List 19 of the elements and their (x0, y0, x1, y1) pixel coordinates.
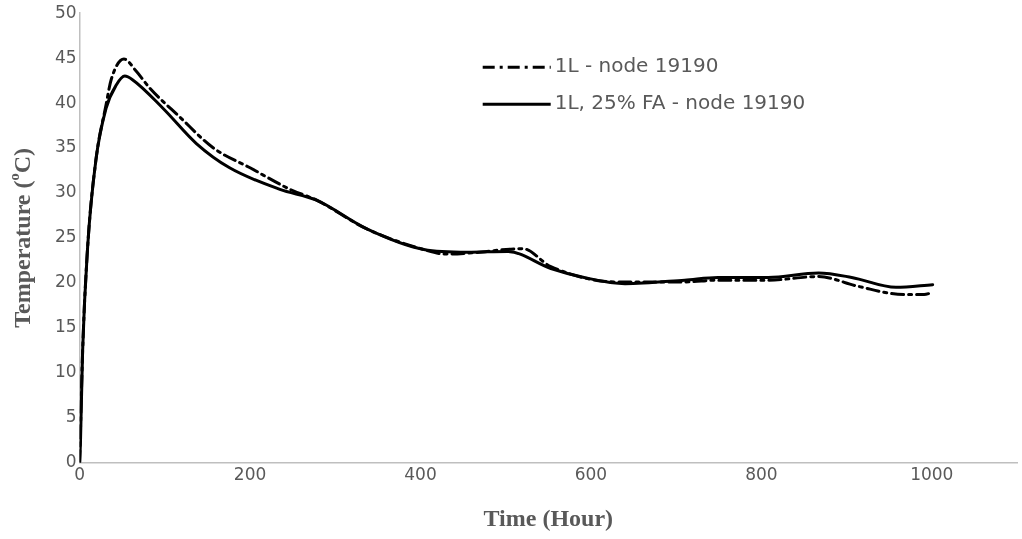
y-tick-label: 40 (54, 91, 77, 112)
y-tick-label: 45 (54, 46, 77, 67)
x-tick-label: 1000 (910, 464, 954, 485)
x-tick-label: 600 (574, 464, 608, 485)
y-tick-label: 15 (54, 316, 77, 337)
y-tick-label: 20 (54, 271, 77, 292)
legend-label: 1L - node 19190 (554, 53, 719, 78)
y-tick-label: 30 (54, 181, 77, 202)
x-tick-label: 800 (745, 464, 778, 485)
x-tick-label: 400 (404, 464, 437, 485)
y-tick-label: 50 (54, 1, 77, 22)
y-tick-label: 5 (65, 406, 77, 427)
x-tick-label: 200 (233, 464, 267, 485)
y-axis-title: Temperature (oC) (6, 147, 36, 328)
y-tick-label: 10 (54, 361, 77, 382)
y-tick-label: 25 (54, 226, 77, 247)
y-tick-label: 35 (54, 136, 77, 157)
x-axis-title: Time (Hour) (483, 505, 614, 532)
legend-label: 1L, 25% FA - node 19190 (554, 90, 806, 115)
